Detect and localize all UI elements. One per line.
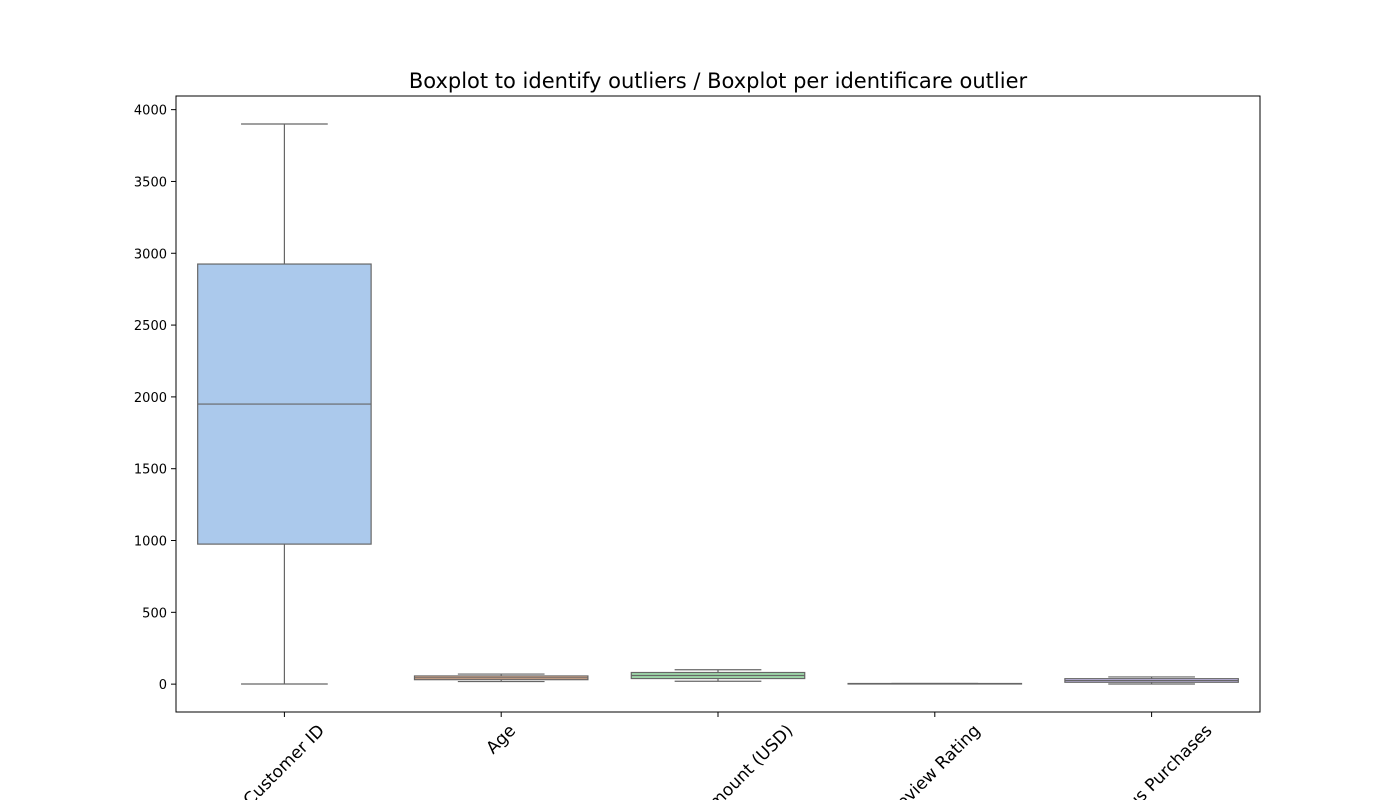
- x-tick-label: Customer ID: [240, 721, 329, 800]
- y-tick-label: 3500: [134, 175, 167, 190]
- y-tick-label: 1500: [134, 463, 167, 478]
- y-tick-label: 2500: [134, 319, 167, 334]
- y-tick-label: 500: [142, 606, 167, 621]
- y-tick-label: 4000: [134, 104, 167, 119]
- x-tick-label: Age: [483, 721, 520, 758]
- x-tick-label: Purchase Amount (USD): [639, 721, 798, 800]
- y-tick-label: 1000: [134, 535, 167, 550]
- y-tick-label: 0: [159, 678, 167, 693]
- chart-title: Boxplot to identify outliers / Boxplot p…: [409, 69, 1028, 93]
- x-tick-label: Previous Purchases: [1087, 721, 1217, 800]
- x-tick-label: Review Rating: [885, 721, 985, 800]
- y-tick-label: 2000: [134, 391, 167, 406]
- y-tick-label: 3000: [134, 247, 167, 262]
